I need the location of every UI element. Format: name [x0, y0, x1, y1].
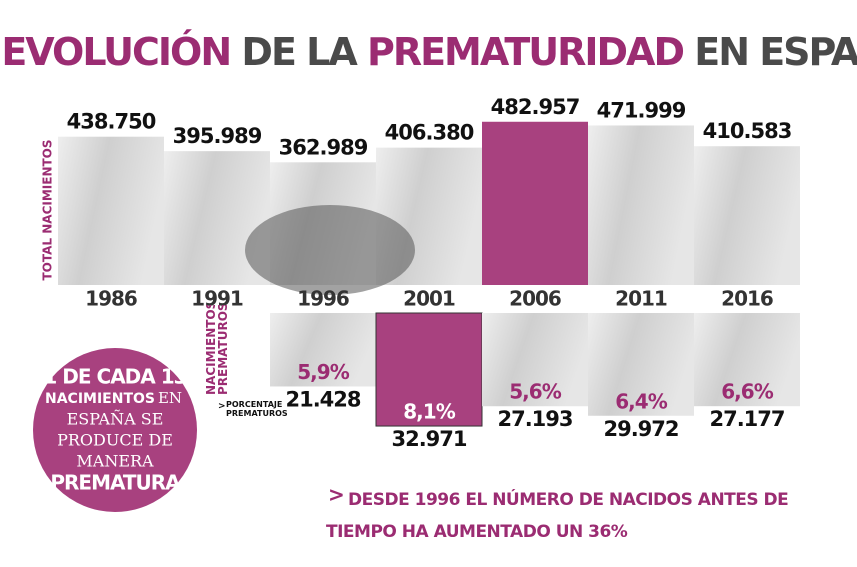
x-tick-label: 1991	[191, 287, 243, 311]
footnote: DESDE 1996 EL NÚMERO DE NACIDOS ANTES DE…	[326, 490, 789, 542]
callout-line: PRODUCE DE	[57, 431, 173, 450]
title-part: EVOLUCIÓN	[1, 30, 230, 74]
x-tick-label: 1996	[297, 287, 349, 311]
percent-label: PORCENTAJE PREMATUROS	[226, 400, 288, 418]
bar	[482, 121, 588, 286]
arrow-icon: >	[218, 402, 226, 412]
callout-line: MANERA	[76, 452, 154, 471]
photo-detail	[245, 205, 415, 295]
x-tick-label: 2011	[615, 287, 667, 311]
arrow-icon: >	[328, 483, 345, 507]
title-part: EN ESPAÑA	[683, 30, 857, 74]
callout-circle	[33, 348, 197, 512]
title-part: DE LA	[230, 30, 367, 74]
x-tick-label: 2016	[721, 287, 773, 311]
percent-label: 8,1%	[403, 400, 455, 424]
bar	[58, 136, 164, 285]
percent-label-text: PORCENTAJE PREMATUROS	[226, 400, 288, 418]
percent-label: 5,9%	[297, 360, 349, 384]
callout-line: NACIMIENTOS	[45, 391, 155, 407]
bar	[694, 313, 800, 407]
footnote-text: DESDE 1996 EL NÚMERO DE NACIDOS ANTES DE…	[326, 490, 789, 542]
value-label: 471.999	[597, 98, 686, 122]
value-label: 482.957	[491, 95, 580, 119]
value-label: 29.972	[603, 417, 678, 441]
percent-label: 6,6%	[721, 380, 773, 404]
y-axis-label: TOTAL NACIMIENTOS	[41, 139, 55, 280]
callout-line: ESPAÑA SE	[67, 409, 164, 429]
bar	[588, 125, 694, 285]
percent-label: 6,4%	[615, 389, 667, 413]
callout-line: 1 DE CADA 13	[43, 365, 186, 389]
value-label: 395.989	[173, 124, 262, 148]
percent-label: 5,6%	[509, 380, 561, 404]
title-part: PREMATURIDAD	[367, 30, 683, 74]
value-label: 406.380	[385, 121, 474, 145]
value-label: 21.428	[285, 387, 360, 411]
value-label: 362.989	[279, 135, 368, 159]
bar	[270, 313, 376, 387]
callout-line: EN	[158, 389, 182, 407]
bar	[694, 146, 800, 285]
value-label: 438.750	[67, 110, 156, 134]
bar	[588, 313, 694, 416]
chart-title: LA EVOLUCIÓN DE LA PREMATURIDAD EN ESPAÑ…	[0, 30, 857, 74]
callout-line: PREMATURA	[50, 471, 181, 495]
x-tick-label: 2001	[403, 287, 455, 311]
bar	[375, 312, 483, 427]
series-label: NACIMIENTOS PREMATUROS	[205, 305, 230, 395]
bar	[482, 313, 588, 407]
value-label: 27.193	[497, 407, 572, 431]
x-tick-label: 2006	[509, 287, 561, 311]
value-label: 410.583	[703, 119, 792, 143]
value-label: 27.177	[709, 407, 784, 431]
x-tick-label: 1986	[85, 287, 137, 311]
callout: 1 DE CADA 13 NACIMIENTOS EN ESPAÑA SE PR…	[43, 365, 187, 495]
value-label: 32.971	[391, 427, 466, 451]
series-label-text: NACIMIENTOS PREMATUROS	[205, 305, 230, 395]
